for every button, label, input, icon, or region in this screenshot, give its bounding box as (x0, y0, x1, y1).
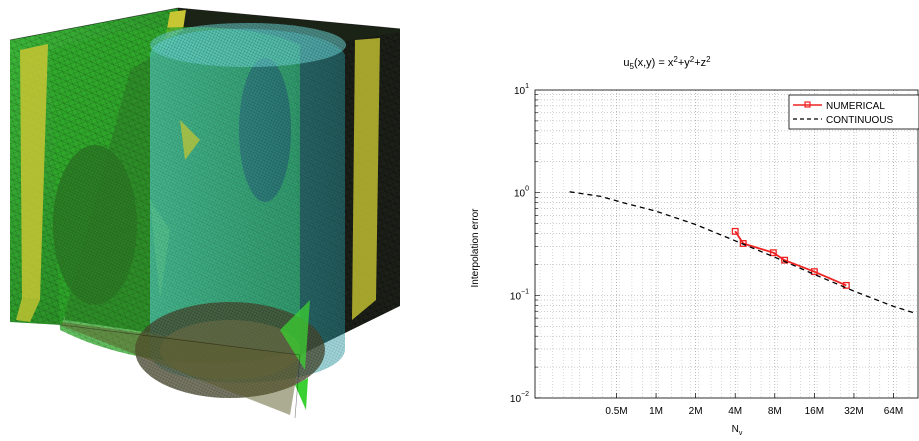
y-tick-label: 10−2 (510, 391, 529, 405)
x-tick-label: 4M (728, 406, 742, 417)
mesh-cube-icon (9, 7, 413, 419)
y-axis-label: Interpolation error (470, 208, 481, 288)
y-tick-label: 10−1 (510, 288, 529, 302)
series-numerical-point (769, 249, 777, 257)
chart-title: u5(x,y) = x2+y2+z2 (623, 55, 711, 71)
x-tick-label: 1M (649, 406, 663, 417)
chart-grid (535, 90, 919, 399)
plot-area (534, 89, 919, 399)
x-tick-label: 8M (768, 406, 782, 417)
chart-legend: NUMERICAL CONTINUOUS (788, 94, 919, 130)
legend-continuous-label: CONTINUOUS (826, 115, 894, 126)
legend-numerical-marker (804, 101, 811, 108)
series-numerical-point (731, 227, 739, 235)
legend-numerical-label: NUMERICAL (826, 101, 885, 112)
series-numerical-point (842, 281, 850, 289)
chart-svg: u5(x,y) = x2+y2+z2 0.5M 1M 2M 4M 8M 16M 32M 64M… (470, 55, 919, 437)
x-axis-label: Nv (732, 424, 743, 436)
mesh-render-figure (0, 0, 413, 436)
series-continuous-line (569, 191, 914, 314)
legend-box (788, 94, 919, 130)
x-tick-label: 32M (844, 406, 863, 417)
series-numerical-point (810, 268, 818, 276)
convergence-chart: u5(x,y) = x2+y2+z2 0.5M 1M 2M 4M 8M 16M 32M 64M… (460, 0, 919, 437)
series-numerical-line (734, 230, 847, 287)
series-numerical-point (739, 240, 747, 247)
y-tick-label: 100 (514, 186, 529, 200)
series-layer (569, 191, 914, 314)
series-numerical-point (781, 256, 789, 264)
x-tick-label: 64M (884, 406, 903, 417)
x-tick-label: 2M (689, 406, 703, 417)
y-tick-label: 101 (514, 83, 529, 97)
x-tick-label: 0.5M (605, 406, 627, 417)
axis-ticks: 0.5M 1M 2M 4M 8M 16M 32M 64M 10−2 10−1 100 101 (510, 83, 903, 417)
x-tick-label: 16M (805, 406, 824, 417)
